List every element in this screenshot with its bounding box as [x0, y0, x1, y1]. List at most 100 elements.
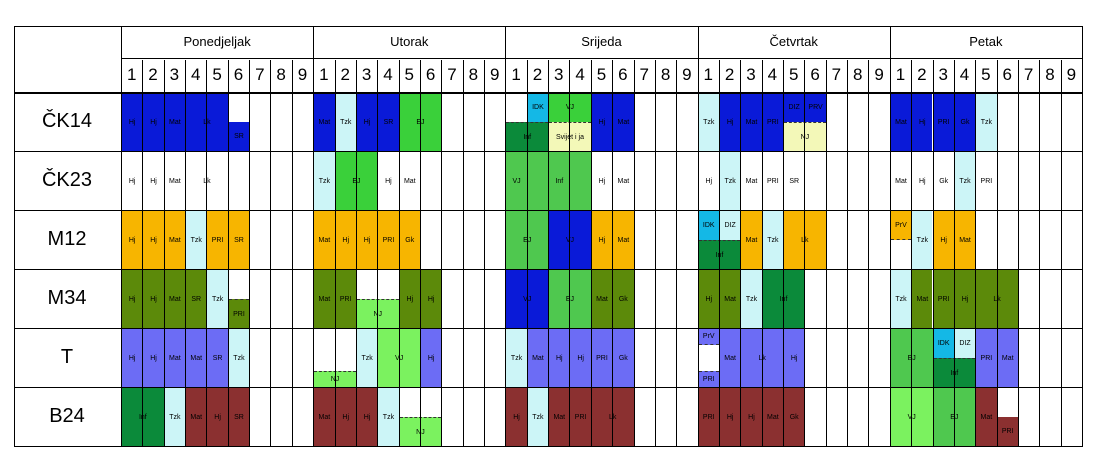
lesson-cell[interactable]: DIZ: [719, 211, 741, 240]
lesson-cell[interactable]: Tzk: [527, 388, 549, 446]
lesson-cell[interactable]: Mat: [613, 152, 633, 210]
lesson-cell[interactable]: PRI: [698, 371, 719, 387]
lesson-cell[interactable]: Tzk: [954, 152, 976, 210]
lesson-cell[interactable]: Hj: [698, 270, 719, 328]
lesson-cell[interactable]: PRI: [207, 211, 228, 269]
lesson-cell[interactable]: SR: [186, 270, 207, 328]
lesson-cell[interactable]: PRV: [805, 93, 826, 122]
lesson-cell[interactable]: Mat: [741, 93, 762, 151]
lesson-cell[interactable]: Hj: [143, 211, 164, 269]
lesson-cell[interactable]: Mat: [613, 211, 634, 269]
lesson-cell[interactable]: Mat: [164, 93, 186, 151]
lesson-cell[interactable]: Mat: [719, 329, 741, 387]
lesson-cell[interactable]: Hj: [954, 270, 976, 328]
lesson-cell[interactable]: Mat: [591, 270, 613, 328]
lesson-cell[interactable]: Tzk: [506, 329, 527, 387]
lesson-cell[interactable]: PRI: [976, 329, 997, 387]
lesson-cell[interactable]: Mat: [314, 211, 335, 269]
lesson-cell[interactable]: SR: [228, 122, 250, 151]
lesson-cell[interactable]: Mat: [741, 211, 762, 269]
lesson-cell[interactable]: PRI: [976, 152, 996, 210]
lesson-cell[interactable]: Tzk: [164, 388, 186, 446]
lesson-cell[interactable]: Tzk: [890, 270, 912, 328]
lesson-cell[interactable]: PRI: [378, 211, 399, 269]
lesson-cell[interactable]: PRI: [997, 417, 1018, 446]
lesson-cell[interactable]: Hj: [699, 152, 719, 210]
lesson-cell[interactable]: Hj: [719, 388, 741, 446]
lesson-cell[interactable]: Hj: [122, 93, 143, 151]
lesson-cell[interactable]: IDK: [698, 211, 719, 240]
lesson-cell[interactable]: Hj: [122, 329, 143, 387]
lesson-cell[interactable]: Mat: [719, 270, 741, 328]
lesson-cell[interactable]: IDK: [933, 329, 954, 358]
lesson-cell[interactable]: Mat: [954, 211, 976, 269]
lesson-cell[interactable]: PrV: [698, 329, 719, 345]
lesson-cell[interactable]: Mat: [186, 329, 207, 387]
lesson-cell[interactable]: VJ: [506, 152, 527, 210]
lesson-cell[interactable]: Mat: [976, 388, 997, 446]
lesson-cell[interactable]: Mat: [741, 152, 761, 210]
lesson-cell[interactable]: Hj: [122, 270, 143, 328]
lesson-cell[interactable]: Hj: [356, 211, 378, 269]
lesson-cell[interactable]: Tzk: [228, 329, 250, 387]
lesson-cell[interactable]: PrV: [890, 211, 912, 240]
lesson-cell[interactable]: Hj: [591, 211, 613, 269]
lesson-cell[interactable]: SR: [228, 211, 250, 269]
lesson-cell[interactable]: SR: [378, 93, 399, 151]
lesson-cell[interactable]: PRI: [762, 93, 783, 151]
lesson-cell[interactable]: Mat: [314, 270, 335, 328]
lesson-cell[interactable]: Tzk: [186, 211, 207, 269]
lesson-cell[interactable]: Tzk: [378, 388, 399, 446]
lesson-cell[interactable]: PRI: [228, 299, 250, 328]
lesson-cell[interactable]: PRI: [591, 329, 613, 387]
lesson-cell[interactable]: Mat: [762, 388, 783, 446]
lesson-cell[interactable]: Gk: [784, 388, 805, 446]
lesson-cell[interactable]: PRI: [335, 270, 356, 328]
lesson-cell[interactable]: DIZ: [954, 329, 976, 358]
lesson-cell[interactable]: Hj: [933, 211, 954, 269]
lesson-cell[interactable]: Gk: [934, 152, 954, 210]
lesson-cell[interactable]: Tzk: [356, 329, 378, 387]
lesson-cell[interactable]: Hj: [719, 93, 741, 151]
lesson-cell[interactable]: Gk: [399, 211, 420, 269]
lesson-cell[interactable]: Tzk: [741, 270, 762, 328]
lesson-cell[interactable]: SR: [784, 152, 804, 210]
lesson-cell[interactable]: Tzk: [976, 93, 997, 151]
lesson-cell[interactable]: Tzk: [314, 152, 335, 210]
lesson-cell[interactable]: Hj: [591, 93, 613, 151]
lesson-cell[interactable]: Mat: [164, 211, 186, 269]
lesson-cell[interactable]: Hj: [549, 329, 570, 387]
lesson-cell[interactable]: Gk: [954, 93, 976, 151]
lesson-cell[interactable]: PRI: [933, 93, 954, 151]
lesson-cell[interactable]: Mat: [549, 388, 570, 446]
lesson-cell[interactable]: Hj: [143, 329, 164, 387]
lesson-cell[interactable]: Inf: [527, 152, 591, 210]
lesson-cell[interactable]: SR: [207, 329, 228, 387]
lesson-cell[interactable]: Mat: [613, 93, 634, 151]
lesson-cell[interactable]: Mat: [165, 152, 185, 210]
lesson-cell[interactable]: Mat: [890, 93, 912, 151]
lesson-cell[interactable]: Mat: [186, 388, 207, 446]
lesson-cell[interactable]: DIZ: [784, 93, 805, 122]
lesson-cell[interactable]: Hj: [912, 93, 933, 151]
lesson-cell[interactable]: Tzk: [719, 152, 741, 210]
lesson-cell[interactable]: Tzk: [335, 93, 356, 151]
lesson-cell[interactable]: Hj: [784, 329, 805, 387]
lesson-cell[interactable]: Hj: [143, 270, 164, 328]
lesson-cell[interactable]: Hj: [378, 152, 398, 210]
lesson-cell[interactable]: Hj: [570, 329, 591, 387]
lesson-cell[interactable]: Gk: [613, 270, 634, 328]
lesson-cell[interactable]: Mat: [400, 152, 420, 210]
lesson-cell[interactable]: Hj: [122, 152, 142, 210]
lesson-cell[interactable]: Mat: [164, 329, 186, 387]
lesson-cell[interactable]: Gk: [613, 329, 634, 387]
lesson-cell[interactable]: Hj: [207, 388, 228, 446]
lesson-cell[interactable]: Mat: [997, 329, 1018, 387]
lesson-cell[interactable]: Hj: [335, 211, 356, 269]
lesson-cell[interactable]: Hj: [741, 388, 762, 446]
lesson-cell[interactable]: Hj: [143, 93, 164, 151]
lesson-cell[interactable]: PRI: [933, 270, 954, 328]
lesson-cell[interactable]: Mat: [314, 93, 335, 151]
lesson-cell[interactable]: SR: [228, 388, 250, 446]
lesson-cell[interactable]: Hj: [592, 152, 612, 210]
